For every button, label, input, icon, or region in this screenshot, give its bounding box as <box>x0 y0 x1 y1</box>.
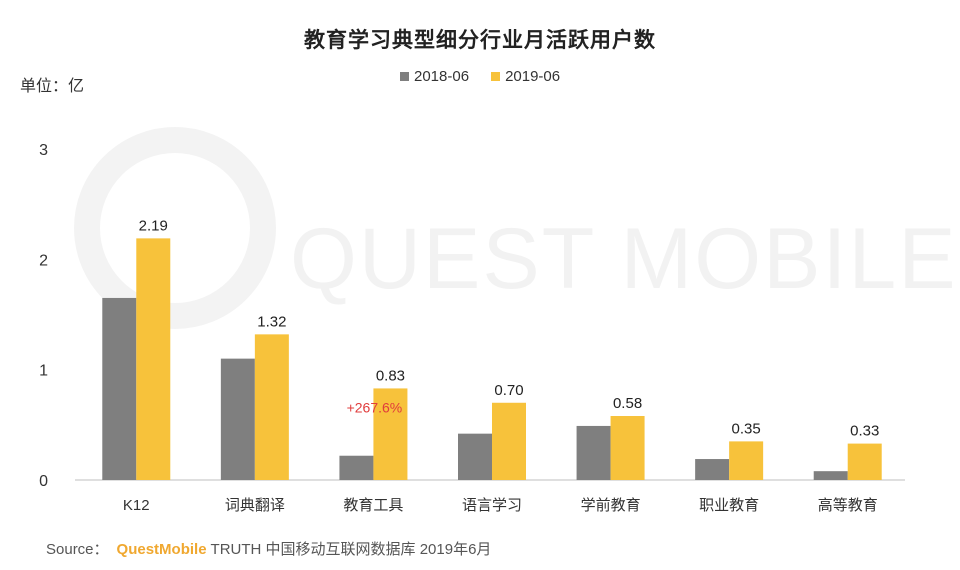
chart-title: 教育学习典型细分行业月活跃用户数 <box>304 29 656 52</box>
bar-2018-2 <box>220 358 255 480</box>
y-tick-label: 2 <box>39 252 48 269</box>
watermark: QUEST MOBILE <box>74 127 958 329</box>
legend-swatch-2018 <box>400 71 409 81</box>
bar-2019-5 <box>610 416 645 480</box>
x-tick-label: 教育工具 <box>343 497 403 514</box>
bar-2018-4 <box>458 433 492 480</box>
y-tick-label: 3 <box>39 142 48 159</box>
bar-2019-2 <box>254 334 289 480</box>
legend-item-2018: 2018-06 <box>400 68 469 85</box>
bar-2018-7 <box>813 471 848 480</box>
source-rest: TRUTH 中国移动互联网数据库 2019年6月 <box>210 541 492 558</box>
x-tick-label: 学前教育 <box>581 497 641 514</box>
bar-2018-3 <box>339 455 374 480</box>
data-label-2019: 2.19 <box>139 217 168 234</box>
bar-2019-3 <box>373 388 408 480</box>
data-label-2019: 1.32 <box>257 313 286 330</box>
x-tick-label: K12 <box>123 497 150 514</box>
bar-2019-6 <box>729 441 764 480</box>
data-label-2019: 0.70 <box>494 382 523 399</box>
x-tick-label: 职业教育 <box>699 497 759 514</box>
chart-bars <box>102 238 882 480</box>
y-tick-label: 1 <box>39 363 48 380</box>
source-prefix: Source： <box>46 541 109 558</box>
bar-2018-5 <box>576 425 611 480</box>
x-tick-label: 词典翻译 <box>225 497 285 514</box>
watermark-ring <box>74 127 276 329</box>
data-label-2019: 0.35 <box>732 420 761 437</box>
growth-annotation: +267.6% <box>347 399 403 415</box>
bar-2018-6 <box>695 459 730 480</box>
bar-2019-4 <box>492 402 526 480</box>
bar-2019-1 <box>136 238 171 480</box>
data-label-2019: 0.58 <box>613 395 642 412</box>
legend: 2018-06 2019-06 <box>400 66 582 86</box>
data-label-2019: 0.83 <box>376 367 405 384</box>
legend-label-2018: 2018-06 <box>414 67 470 85</box>
chart-labels: 2.19 K12 1.32 词典翻译 0.83 教育工具 0.70 语言学习 0.58 学前教育 0… <box>123 217 879 514</box>
unit-label: 单位：亿 <box>20 78 85 95</box>
bar-2018-1 <box>102 297 137 480</box>
legend-label-2019: 2019-06 <box>505 67 561 85</box>
y-tick-label: 0 <box>39 473 48 490</box>
source-line: Source： QuestMobile TRUTH 中国移动互联网数据库 2019年… <box>46 538 491 559</box>
legend-swatch-2019 <box>491 71 501 81</box>
data-label-2019: 0.33 <box>850 423 879 440</box>
x-tick-label: 高等教育 <box>818 496 878 514</box>
x-tick-label: 语言学习 <box>462 497 522 514</box>
source-brand: QuestMobile <box>116 541 207 558</box>
bar-2019-7 <box>847 443 882 480</box>
legend-item-2019: 2019-06 <box>491 68 560 85</box>
watermark-text: QUEST MOBILE <box>290 211 958 307</box>
